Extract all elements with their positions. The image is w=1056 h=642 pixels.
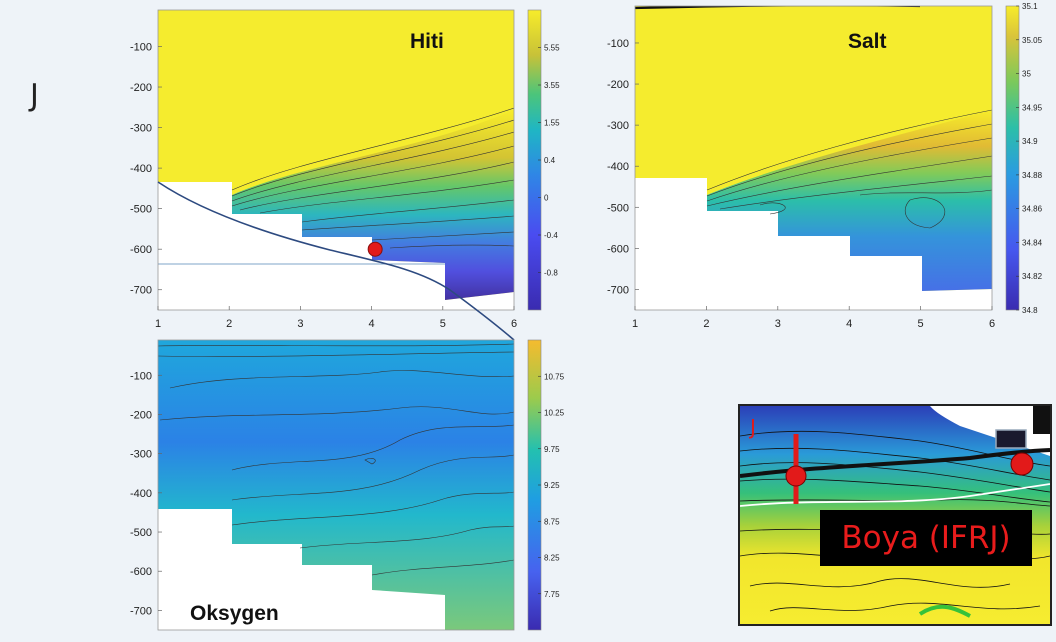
- oksygen-colorbar-ticks: 10.75 10.25 9.75 9.25 8.75 8.25 7.75: [538, 372, 565, 599]
- x-tick-label: 2: [226, 318, 232, 330]
- colorbar-tick-label: 35: [1022, 70, 1031, 79]
- oksygen-title: Oksygen: [190, 602, 279, 625]
- y-tick-label: -300: [130, 449, 152, 461]
- colorbar-tick-label: 35.1: [1022, 2, 1038, 11]
- inset-corner-letter: J: [748, 415, 756, 439]
- x-tick-label: 1: [632, 318, 638, 330]
- y-tick-label: -500: [607, 202, 629, 214]
- inset-mooring-marker: [785, 465, 807, 487]
- y-tick-label: -400: [130, 163, 152, 175]
- colorbar-tick-label: 34.86: [1022, 205, 1043, 214]
- inset-map: J Boya (IFRJ): [738, 404, 1052, 626]
- x-tick-label: 1: [155, 318, 161, 330]
- y-tick-label: -100: [607, 38, 629, 50]
- x-tick-label: 2: [703, 318, 709, 330]
- oksygen-contours: [158, 343, 514, 576]
- y-tick-label: -700: [130, 605, 152, 617]
- section-track-line: [157, 181, 515, 341]
- y-tick-label: -500: [130, 527, 152, 539]
- y-tick-label: -700: [130, 285, 152, 297]
- colorbar-tick-label: 9.75: [544, 445, 560, 454]
- panel-label: J: [30, 78, 39, 113]
- y-tick-label: -700: [607, 284, 629, 296]
- colorbar-tick-label: 34.95: [1022, 103, 1043, 112]
- y-tick-label: -300: [130, 123, 152, 135]
- colorbar-tick-label: 5.55: [544, 44, 560, 53]
- salt-title: Salt: [848, 30, 887, 53]
- y-tick-label: -200: [130, 82, 152, 94]
- salt-panel: -100 -200 -300 -400 -500 -600 -700 1 2 3 4 5 6 Salt…: [607, 2, 1043, 330]
- colorbar-tick-label: 9.25: [544, 481, 560, 490]
- x-tick-label: 6: [989, 318, 995, 330]
- x-tick-label: 6: [511, 318, 517, 330]
- y-tick-label: -500: [130, 204, 152, 216]
- salt-colorbar-ticks: 35.1 35.05 35 34.95 34.9 34.88 34.86 34.84 34.82…: [1016, 2, 1043, 315]
- colorbar-tick-label: 0.4: [544, 156, 556, 165]
- x-tick-label: 5: [440, 318, 446, 330]
- x-tick-label: 3: [775, 318, 781, 330]
- colorbar-tick-label: -0.4: [544, 231, 558, 240]
- salt-x-axis: 1 2 3 4 5 6: [632, 306, 995, 330]
- salt-axes-frame: [634, 5, 993, 311]
- colorbar-tick-label: 34.9: [1022, 137, 1038, 146]
- hiti-deep-layer: [232, 110, 514, 300]
- colorbar-tick-label: 34.88: [1022, 171, 1043, 180]
- inset-location-box: [995, 429, 1027, 449]
- colorbar-tick-label: 8.25: [544, 554, 560, 563]
- y-tick-label: -600: [130, 566, 152, 578]
- salt-deep-layer: [707, 110, 992, 291]
- y-tick-label: -600: [130, 244, 152, 256]
- y-tick-label: -400: [607, 161, 629, 173]
- inset-label: Boya (IFRJ): [820, 510, 1032, 566]
- hiti-x-axis: 1 2 3 4 5 6: [155, 306, 517, 330]
- x-tick-label: 5: [918, 318, 924, 330]
- colorbar-tick-label: 10.25: [544, 409, 565, 418]
- colorbar-tick-label: 3.55: [544, 81, 560, 90]
- colorbar-tick-label: 34.8: [1022, 306, 1038, 315]
- inset-buoy-marker: [1010, 452, 1034, 476]
- hiti-axes-frame: [157, 9, 515, 311]
- colorbar-tick-label: 34.82: [1022, 272, 1043, 281]
- x-tick-label: 4: [369, 318, 375, 330]
- oksygen-field: [158, 340, 514, 630]
- x-tick-label: 3: [297, 318, 303, 330]
- salt-colorbar: [1005, 5, 1020, 311]
- oksygen-y-axis: -100 -200 -300 -400 -500 -600 -700: [130, 370, 162, 617]
- x-tick-label: 4: [846, 318, 852, 330]
- inset-green-feature: [918, 604, 971, 618]
- hiti-contours: [231, 107, 514, 249]
- colorbar-tick-label: 1.55: [544, 119, 560, 128]
- salt-y-axis: -100 -200 -300 -400 -500 -600 -700: [607, 38, 639, 296]
- y-tick-label: -100: [130, 41, 152, 53]
- colorbar-tick-label: -0.8: [544, 269, 558, 278]
- oksygen-axes-frame: [157, 339, 515, 631]
- salt-surface-contour: [635, 6, 920, 10]
- y-tick-label: -600: [607, 243, 629, 255]
- colorbar-tick-label: 10.75: [544, 372, 565, 381]
- y-tick-label: -200: [607, 79, 629, 91]
- colorbar-tick-label: 8.75: [544, 517, 560, 526]
- hiti-mooring-marker: [367, 241, 383, 257]
- colorbar-tick-label: 7.75: [544, 590, 560, 599]
- salt-contours: [706, 109, 992, 229]
- oksygen-panel: -100 -200 -300 -400 -500 -600 -700 Oksygen 10.…: [130, 339, 565, 631]
- hiti-colorbar-ticks: 5.55 3.55 1.55 0.4 0 -0.4 -0.8: [538, 44, 560, 278]
- colorbar-tick-label: 0: [544, 194, 549, 203]
- hiti-panel: -100 -200 -300 -400 -500 -600 -700 1 2 3 4 5 6 Hiti…: [130, 9, 560, 330]
- y-tick-label: -300: [607, 120, 629, 132]
- y-tick-label: -200: [130, 409, 152, 421]
- y-tick-label: -400: [130, 488, 152, 500]
- y-tick-label: -100: [130, 370, 152, 382]
- colorbar-tick-label: 35.05: [1022, 36, 1043, 45]
- hiti-y-axis: -100 -200 -300 -400 -500 -600 -700: [130, 41, 162, 297]
- colorbar-tick-label: 34.84: [1022, 238, 1043, 247]
- hiti-title: Hiti: [410, 30, 444, 53]
